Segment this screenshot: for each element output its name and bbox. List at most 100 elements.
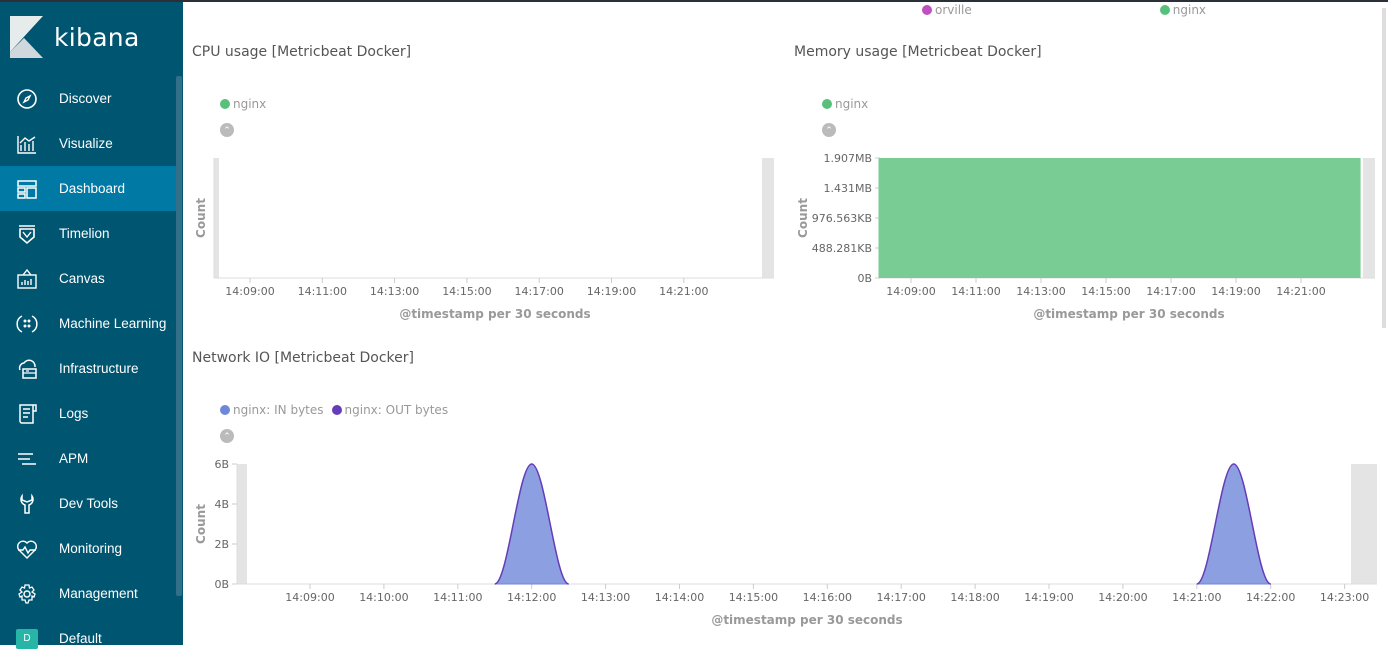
chart-edge-bar — [237, 464, 247, 584]
memory-legend: nginx — [822, 97, 868, 111]
cpu-panel-title: CPU usage [Metricbeat Docker] — [192, 44, 412, 60]
y-tick-label: 1.431MB — [823, 182, 872, 195]
sidebar-item-label: Monitoring — [59, 541, 123, 556]
sidebar-item-label: Timelion — [59, 226, 110, 241]
sidebar-item-label: Infrastructure — [59, 361, 139, 376]
cpu-legend-toggle-icon[interactable]: ⌃ — [220, 123, 234, 137]
legend-item[interactable]: nginx — [1159, 3, 1207, 17]
memory-area-nginx — [878, 158, 1361, 278]
x-tick-label: 14:15:00 — [1081, 285, 1130, 298]
x-axis-title: @timestamp per 30 seconds — [711, 613, 902, 627]
x-tick-label: 14:20:00 — [1098, 591, 1147, 604]
x-tick-label: 14:11:00 — [951, 285, 1000, 298]
kibana-logo[interactable]: kibana — [10, 16, 140, 58]
monitoring-icon — [16, 538, 38, 560]
sidebar-item-apm[interactable]: APM — [0, 436, 176, 481]
legend-label: nginx — [835, 97, 869, 111]
chart-edge-bar — [214, 158, 219, 278]
legend-item[interactable]: nginx — [220, 97, 266, 111]
legend-dot-icon — [922, 5, 932, 15]
visualize-icon — [16, 133, 38, 155]
x-tick-label: 14:15:00 — [442, 285, 491, 298]
x-tick-label: 14:13:00 — [581, 591, 630, 604]
y-tick-label: 6B — [214, 458, 229, 471]
dev-tools-icon — [16, 493, 38, 515]
chart-edge-bar — [762, 158, 774, 278]
x-tick-label: 14:09:00 — [285, 591, 334, 604]
gear-icon — [16, 583, 38, 605]
x-tick-label: 14:10:00 — [359, 591, 408, 604]
network-legend-toggle-icon[interactable]: ⌃ — [220, 429, 234, 443]
timelion-icon — [16, 223, 38, 245]
sidebar-item-dashboard[interactable]: Dashboard — [0, 166, 176, 211]
sidebar-item-monitoring[interactable]: Monitoring — [0, 526, 176, 571]
top-legend: orville nginx — [922, 3, 1206, 17]
x-tick-label: 14:21:00 — [659, 285, 708, 298]
x-tick-label: 14:16:00 — [803, 591, 852, 604]
x-tick-label: 14:11:00 — [298, 285, 347, 298]
legend-dot-icon — [331, 405, 342, 415]
x-tick-label: 14:19:00 — [587, 285, 636, 298]
sidebar-item-label: APM — [59, 451, 89, 466]
sidebar-item-visualize[interactable]: Visualize — [0, 121, 176, 166]
sidebar-item-label: Canvas — [59, 271, 105, 286]
x-axis-title: @timestamp per 30 seconds — [399, 307, 590, 321]
sidebar-item-logs[interactable]: Logs — [0, 391, 176, 436]
sidebar-item-canvas[interactable]: Canvas — [0, 256, 176, 301]
sidebar-item-timelion[interactable]: Timelion — [0, 211, 176, 256]
sidebar-item-label: Machine Learning — [59, 316, 167, 331]
legend-dot-icon — [822, 99, 832, 109]
y-axis-title: Count — [194, 504, 208, 544]
sidebar-item-machine-learning[interactable]: Machine Learning — [0, 301, 176, 346]
sidebar-item-default[interactable]: D Default — [0, 616, 176, 661]
page-scrollbar[interactable] — [1382, 8, 1386, 328]
legend-dot-icon — [1159, 5, 1170, 15]
compass-icon — [16, 88, 38, 110]
y-axis-title: Count — [194, 198, 208, 238]
legend-label: nginx — [1172, 3, 1207, 17]
sidebar-item-management[interactable]: Management — [0, 571, 176, 616]
x-tick-label: 14:15:00 — [729, 591, 778, 604]
x-tick-label: 14:21:00 — [1276, 285, 1325, 298]
legend-item[interactable]: nginx: OUT bytes — [331, 403, 448, 417]
memory-legend-toggle-icon[interactable]: ⌃ — [822, 123, 836, 137]
chart-edge-bar — [1363, 158, 1375, 278]
top-border — [0, 0, 1388, 2]
cpu-legend: nginx — [220, 97, 266, 111]
y-tick-label: 1.907MB — [823, 152, 872, 165]
x-tick-label: 14:12:00 — [507, 591, 556, 604]
x-tick-label: 14:17:00 — [876, 591, 925, 604]
memory-panel-title: Memory usage [Metricbeat Docker] — [794, 44, 1042, 60]
dashboard-icon — [16, 178, 38, 200]
y-tick-label: 0B — [857, 272, 872, 285]
x-tick-label: 14:13:00 — [1016, 285, 1065, 298]
sidebar-item-dev-tools[interactable]: Dev Tools — [0, 481, 176, 526]
y-tick-label: 4B — [214, 498, 229, 511]
x-tick-label: 14:19:00 — [1211, 285, 1260, 298]
machine-learning-icon — [16, 313, 38, 335]
infrastructure-icon — [16, 358, 38, 380]
y-axis-title: Count — [796, 198, 810, 238]
sidebar-item-infrastructure[interactable]: Infrastructure — [0, 346, 176, 391]
x-tick-label: 14:21:00 — [1172, 591, 1221, 604]
x-tick-label: 14:09:00 — [886, 285, 935, 298]
legend-label: orville — [935, 3, 972, 17]
legend-item[interactable]: nginx: IN bytes — [220, 403, 324, 417]
x-tick-label: 14:18:00 — [950, 591, 999, 604]
legend-label: nginx — [233, 97, 267, 111]
legend-item[interactable]: nginx — [822, 97, 868, 111]
sidebar-item-discover[interactable]: Discover — [0, 76, 176, 121]
x-tick-label: 14:13:00 — [370, 285, 419, 298]
y-tick-label: 976.563KB — [812, 212, 872, 225]
x-tick-label: 14:22:00 — [1246, 591, 1295, 604]
network-panel-title: Network IO [Metricbeat Docker] — [192, 350, 414, 366]
apm-icon — [16, 448, 38, 470]
sidebar-item-label: Dev Tools — [59, 496, 119, 511]
x-tick-label: 14:17:00 — [514, 285, 563, 298]
sidebar-item-label: Default — [59, 631, 102, 646]
canvas-icon — [16, 268, 38, 290]
sidebar-scrollbar[interactable] — [176, 76, 182, 596]
x-tick-label: 14:09:00 — [225, 285, 274, 298]
network-legend: nginx: IN bytes nginx: OUT bytes — [220, 403, 448, 417]
legend-item[interactable]: orville — [922, 3, 972, 17]
